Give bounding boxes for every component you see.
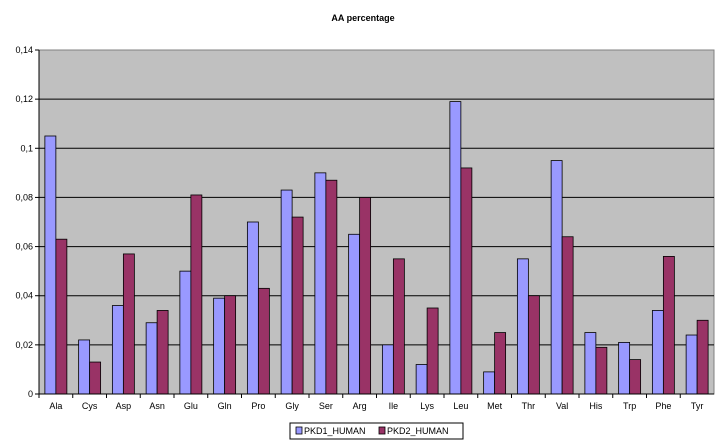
x-tick-label: Gly	[285, 401, 299, 411]
x-tick-label: Pro	[251, 401, 265, 411]
legend-box	[289, 422, 464, 440]
bar-pkd2-human	[561, 236, 574, 395]
bar-pkd1-human	[618, 341, 631, 395]
x-tick-label: Ser	[319, 401, 333, 411]
y-tick-label: 0,12	[15, 94, 33, 104]
bar-pkd2-human	[392, 258, 405, 395]
y-tick-label: 0,08	[15, 192, 33, 202]
x-tick-label: Ile	[389, 401, 399, 411]
x-tick-label: Arg	[353, 401, 367, 411]
y-tick-label: 0,02	[15, 340, 33, 350]
bar-pkd1-human	[246, 221, 259, 395]
bar-pkd2-human	[595, 346, 608, 395]
bar-pkd2-human	[359, 197, 372, 395]
x-tick-label: Trp	[623, 401, 636, 411]
bar-pkd1-human	[584, 332, 597, 395]
bar-pkd2-human	[494, 332, 507, 395]
y-tick-label: 0,06	[15, 242, 33, 252]
bar-pkd1-human	[111, 305, 124, 395]
bar-pkd2-human	[257, 287, 270, 395]
y-tick-labels: 0 0,02 0,04 0,06 0,08 0,1 0,12 0,14	[15, 45, 39, 399]
bar-pkd2-human	[460, 167, 473, 395]
bar-pkd2-human	[426, 307, 439, 395]
x-tick-label: Leu	[453, 401, 468, 411]
bar-pkd1-human	[348, 233, 361, 395]
bar-pkd1-human	[449, 101, 462, 395]
bar-pkd2-human	[696, 319, 709, 395]
bar-pkd2-human	[190, 194, 203, 395]
bar-pkd1-human	[44, 135, 57, 395]
y-tick-label: 0,04	[15, 291, 33, 301]
x-tick-label: Thr	[522, 401, 536, 411]
bar-pkd1-human	[381, 344, 394, 395]
bar-pkd2-human	[55, 238, 68, 395]
y-tick-label: 0	[28, 389, 33, 399]
bar-pkd1-human	[685, 334, 698, 395]
gridlines	[39, 98, 714, 346]
legend: PKD1_HUMAN PKD2_HUMAN	[289, 422, 464, 440]
x-tick-label: Tyr	[691, 401, 704, 411]
chart-title: AA percentage	[331, 13, 394, 23]
bar-pkd2-human	[629, 359, 642, 395]
x-tick-label: Lys	[420, 401, 434, 411]
x-tick-label: Asn	[149, 401, 165, 411]
bar-pkd1-human	[415, 364, 428, 395]
x-tick-label: His	[589, 401, 602, 411]
bar-pkd2-human	[89, 361, 102, 395]
bar-pkd1-human	[78, 339, 91, 395]
bar-pkd2-human	[122, 253, 135, 395]
x-tick-label: Asp	[116, 401, 132, 411]
bar-pkd1-human	[145, 322, 158, 395]
plot-area	[38, 49, 715, 395]
x-tick-label: Ala	[49, 401, 62, 411]
legend-swatch	[295, 426, 303, 435]
bar-pkd2-human	[325, 179, 338, 395]
bar-pkd1-human	[280, 189, 293, 395]
bar-pkd1-human	[483, 371, 496, 395]
x-tick-labels: Ala Cys Asp Asn Glu Gln Pro Gly Ser Arg Ile Lys Leu M…	[38, 394, 704, 411]
bar-pkd2-human	[662, 255, 675, 395]
x-tick-label: Glu	[184, 401, 198, 411]
bars	[44, 101, 709, 395]
bar-pkd2-human	[291, 216, 304, 395]
legend-label: PKD2_HUMAN	[387, 426, 449, 436]
x-tick-label: Cys	[82, 401, 98, 411]
y-tick-label: 0,14	[15, 45, 33, 55]
bar-pkd1-human	[179, 270, 192, 395]
x-tick-label: Val	[556, 401, 568, 411]
bar-pkd2-human	[527, 295, 540, 395]
y-tick-label: 0,1	[20, 143, 33, 153]
legend-swatch	[378, 426, 386, 435]
x-tick-label: Gln	[218, 401, 232, 411]
bar-pkd1-human	[516, 258, 529, 395]
bar-pkd1-human	[314, 172, 327, 395]
bar-pkd2-human	[156, 310, 169, 395]
bar-pkd1-human	[213, 297, 226, 395]
x-tick-label: Met	[487, 401, 503, 411]
bar-pkd1-human	[651, 310, 664, 395]
x-tick-label: Phe	[655, 401, 671, 411]
bar-pkd1-human	[550, 160, 563, 395]
legend-label: PKD1_HUMAN	[304, 426, 366, 436]
bar-pkd2-human	[224, 295, 237, 395]
